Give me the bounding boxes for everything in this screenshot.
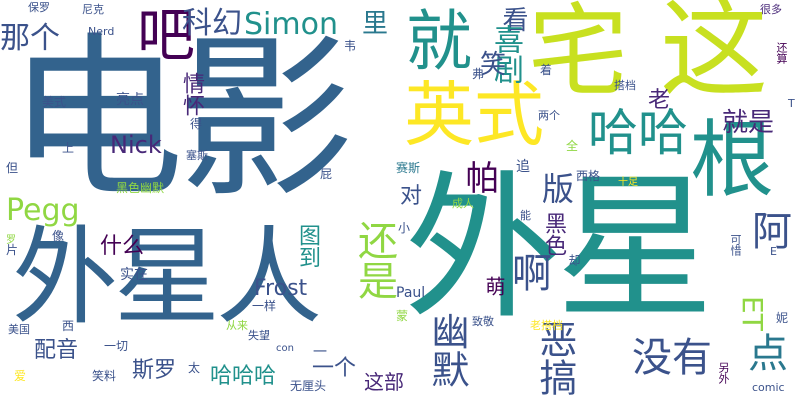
word-chengren: 成人 (452, 197, 474, 210)
word-zhe: 这 (660, 0, 769, 112)
word-frost: Frost (254, 276, 308, 301)
word-pian: 片 (6, 243, 19, 257)
word-wuliantou: 无厘头 (290, 379, 327, 393)
word-liangdian: 亮点 (116, 92, 144, 108)
word-kehuan: 科幻 (182, 6, 242, 41)
word-lao: 老 (648, 88, 671, 113)
word-nage: 那个 (0, 21, 60, 56)
word-t: T (788, 97, 795, 110)
word-nike: 尼克 (82, 3, 104, 16)
word-haha: 哈哈 (588, 104, 688, 162)
word-tudao: 图到 (295, 224, 320, 268)
word-pa: 帕 (459, 160, 499, 194)
word-nerd: Nerd (88, 25, 115, 38)
word-yige: 一个 (312, 356, 357, 381)
word-neng: 能 (520, 209, 531, 222)
word-comic: comic (752, 381, 785, 394)
word-keqing: 可惜 (729, 234, 742, 256)
word-li: 里 (362, 9, 389, 39)
word-xiang: 像 (52, 229, 65, 243)
word-paul: Paul (396, 285, 426, 301)
word-qinghuai: 情怀 (179, 72, 204, 116)
word-xiaoliao: 笑料 (92, 369, 117, 383)
word-con: con (276, 343, 294, 354)
word-gen: 根 (690, 111, 775, 209)
word-saisi: 赛斯 (396, 161, 421, 175)
word-shiwang: 失望 (248, 329, 270, 342)
word-dapei: 搭档 (614, 79, 636, 92)
word-ai: 爱 (14, 369, 27, 383)
word-shang: 上 (62, 141, 75, 155)
word-que: 却 (567, 254, 581, 266)
word-meng2: 蒙 (396, 309, 409, 323)
word-a2: 阿 (745, 210, 791, 250)
word-waixingren: 外星人 (12, 216, 322, 339)
word-et: ET (736, 296, 769, 331)
word-dianying: 电影 (8, 17, 354, 222)
word-huansuan: 还算 (775, 42, 788, 64)
word-haishi: 还是 (351, 220, 397, 300)
word-jiu: 就 (395, 6, 472, 72)
word-saisi2: 塞斯 (186, 149, 208, 162)
word-hahaha: 哈哈哈 (210, 364, 277, 389)
word-zhui: 追 (516, 159, 530, 175)
word-meishi: 美式 (42, 95, 67, 109)
word-meiyou: 没有 (632, 335, 712, 381)
word-heise: 黑色 (541, 212, 566, 256)
word-quan: 全 (566, 139, 579, 153)
word-kan: 看 (498, 6, 528, 32)
word-yiyi: 一 (311, 344, 327, 358)
word-pegg: Pegg (6, 193, 80, 228)
word-lingwai: 另外 (717, 362, 730, 384)
word-luo: 罗 (6, 235, 16, 246)
word-zhe2: 着 (540, 63, 553, 77)
word-fu: 弗 (472, 67, 485, 81)
word-wei: 韦 (344, 39, 357, 53)
word-egao: 恶搞 (533, 320, 577, 396)
word-zhebu: 这部 (364, 370, 404, 394)
word-zhai: 宅 (528, 0, 628, 110)
word-heiseyoumo: 黑色幽默 (116, 181, 165, 195)
word-pi: 屁 (320, 167, 333, 181)
word-xiao: 笑 (480, 50, 507, 80)
word-shizai: 实在 (120, 267, 148, 283)
word-dui: 对 (400, 184, 423, 209)
word-nick: Nick (110, 131, 162, 159)
word-laodapei: 老搭档 (530, 319, 563, 332)
word-ba: 吧 (127, 4, 195, 62)
word-xiao2: 小 (398, 221, 411, 235)
word-tai: 太 (188, 361, 201, 375)
word-ban: 版 (537, 172, 575, 204)
word-simon: Simon (244, 7, 338, 42)
word-baoyu: 保罗 (28, 1, 50, 14)
word-de: 得 (190, 117, 203, 131)
word-jiushi: 就是 (722, 108, 775, 138)
word-a: 啊 (505, 252, 551, 292)
word-e: E (770, 245, 777, 258)
word-xige: 西格 (576, 169, 601, 183)
word-youmo: 幽默 (425, 312, 469, 388)
word-congla: 从来 (226, 319, 248, 332)
word-shenme: 什么 (100, 234, 145, 259)
word-waixing: 外星 (404, 157, 714, 341)
word-yingshi: 英式 (404, 74, 544, 156)
word-liangge: 两个 (538, 109, 560, 122)
word-henduo: 很多 (760, 3, 782, 16)
word-xiju: 喜剧 (488, 24, 523, 84)
word-ni: 妮 (776, 311, 789, 325)
word-dan: 但 (6, 161, 19, 175)
word-zhijing: 致敬 (472, 315, 494, 328)
word-meng: 萌 (482, 276, 506, 296)
word-peiyin: 配音 (34, 338, 79, 363)
word-yiqie: 一切 (104, 339, 129, 353)
word-dian: 点 (748, 331, 788, 377)
word-meiguo: 美国 (8, 323, 30, 336)
word-siluo: 斯罗 (132, 358, 177, 383)
word-xi: 西 (62, 319, 75, 333)
word-yiyang: 一样 (252, 299, 277, 313)
word-shisi: 十足 (618, 177, 638, 188)
